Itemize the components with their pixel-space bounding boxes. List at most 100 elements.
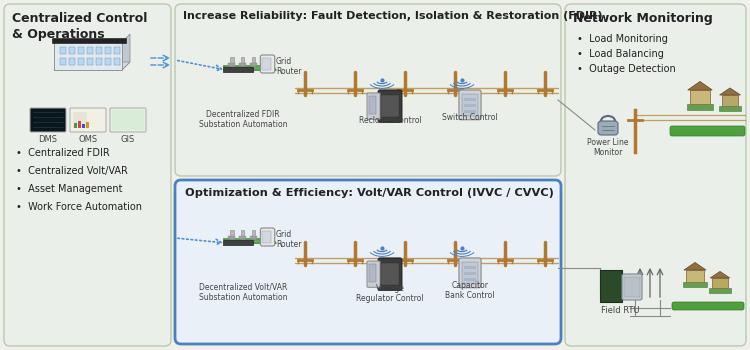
FancyBboxPatch shape bbox=[70, 108, 106, 132]
Bar bbox=[251, 230, 255, 239]
FancyBboxPatch shape bbox=[30, 108, 66, 132]
FancyBboxPatch shape bbox=[598, 121, 618, 135]
FancyBboxPatch shape bbox=[4, 4, 171, 346]
Bar bbox=[250, 63, 257, 66]
Bar bbox=[239, 236, 246, 239]
FancyBboxPatch shape bbox=[565, 4, 746, 346]
Bar bbox=[464, 278, 476, 281]
Bar bbox=[69, 47, 75, 54]
Bar bbox=[230, 230, 233, 239]
Text: •  Load Balancing: • Load Balancing bbox=[577, 49, 664, 59]
Text: •  Centralized FDIR: • Centralized FDIR bbox=[16, 148, 109, 158]
Bar bbox=[230, 57, 233, 66]
FancyBboxPatch shape bbox=[367, 261, 380, 287]
Bar bbox=[262, 231, 271, 243]
Text: Increase Reliability: Fault Detection, Isolation & Restoration (FDIR): Increase Reliability: Fault Detection, I… bbox=[183, 11, 603, 21]
FancyBboxPatch shape bbox=[260, 55, 274, 73]
Text: OMS: OMS bbox=[79, 135, 98, 144]
Text: •  Load Monitoring: • Load Monitoring bbox=[577, 34, 668, 44]
Text: Grid
Router: Grid Router bbox=[276, 230, 302, 250]
Text: Grid
Router: Grid Router bbox=[276, 57, 302, 76]
Bar bbox=[73, 112, 87, 128]
Text: Optimization & Efficiency: Volt/VAR Control (IVVC / CVVC): Optimization & Efficiency: Volt/VAR Cont… bbox=[185, 188, 554, 198]
Bar bbox=[722, 95, 739, 106]
Bar bbox=[690, 90, 710, 104]
Polygon shape bbox=[122, 34, 130, 70]
Bar bbox=[718, 106, 742, 111]
Bar bbox=[54, 42, 122, 70]
Text: Recloser Control: Recloser Control bbox=[358, 116, 422, 125]
Bar bbox=[87, 47, 93, 54]
Polygon shape bbox=[54, 62, 130, 70]
Bar bbox=[78, 121, 81, 128]
Bar bbox=[462, 262, 478, 284]
Polygon shape bbox=[224, 66, 276, 70]
Bar bbox=[686, 270, 704, 282]
Polygon shape bbox=[710, 272, 730, 278]
Text: Decentralized Volt/VAR
Substation Automation: Decentralized Volt/VAR Substation Automa… bbox=[199, 283, 287, 302]
Bar bbox=[78, 58, 84, 65]
FancyBboxPatch shape bbox=[378, 258, 402, 290]
Bar bbox=[251, 57, 255, 66]
Bar bbox=[683, 282, 707, 287]
Bar bbox=[464, 110, 476, 113]
Bar bbox=[82, 124, 85, 128]
Bar bbox=[228, 236, 236, 239]
FancyBboxPatch shape bbox=[110, 108, 146, 132]
Bar bbox=[78, 47, 84, 54]
Bar bbox=[60, 58, 66, 65]
FancyBboxPatch shape bbox=[459, 90, 481, 120]
Text: Network Monitoring: Network Monitoring bbox=[573, 12, 712, 25]
Bar bbox=[69, 58, 75, 65]
FancyBboxPatch shape bbox=[670, 126, 745, 136]
Bar bbox=[105, 47, 111, 54]
Polygon shape bbox=[688, 82, 712, 90]
Bar bbox=[712, 278, 728, 288]
Polygon shape bbox=[684, 262, 706, 270]
Text: GIS: GIS bbox=[121, 135, 135, 144]
Bar bbox=[464, 272, 476, 275]
Bar bbox=[87, 58, 93, 65]
Bar bbox=[96, 58, 102, 65]
Text: •  Outage Detection: • Outage Detection bbox=[577, 64, 676, 74]
Bar bbox=[74, 123, 77, 128]
Bar bbox=[464, 98, 476, 101]
Text: Voltage
Regulator Control: Voltage Regulator Control bbox=[356, 284, 424, 303]
Bar bbox=[464, 266, 476, 269]
Bar bbox=[105, 58, 111, 65]
Polygon shape bbox=[719, 88, 740, 95]
Text: Power Line
Monitor: Power Line Monitor bbox=[587, 138, 628, 158]
Bar bbox=[239, 63, 246, 66]
Polygon shape bbox=[224, 239, 276, 243]
Bar bbox=[369, 96, 376, 114]
FancyBboxPatch shape bbox=[672, 302, 744, 310]
Bar bbox=[462, 94, 478, 116]
Bar bbox=[624, 277, 640, 297]
Text: Switch Control: Switch Control bbox=[442, 113, 498, 122]
Text: Centralized Control
& Operations: Centralized Control & Operations bbox=[12, 12, 147, 41]
FancyBboxPatch shape bbox=[175, 4, 561, 176]
Text: DMS: DMS bbox=[38, 135, 58, 144]
Bar bbox=[114, 58, 120, 65]
Bar bbox=[687, 104, 713, 110]
Bar bbox=[86, 122, 89, 128]
Text: Decentralized FDIR
Substation Automation: Decentralized FDIR Substation Automation bbox=[199, 110, 287, 130]
Bar bbox=[52, 38, 126, 43]
Text: Field RTU: Field RTU bbox=[601, 306, 639, 315]
Bar bbox=[60, 47, 66, 54]
Bar bbox=[262, 58, 271, 70]
Bar bbox=[369, 264, 376, 282]
Text: Capacitor
Bank Control: Capacitor Bank Control bbox=[446, 281, 495, 300]
Text: •  Centralized Volt/VAR: • Centralized Volt/VAR bbox=[16, 166, 128, 176]
FancyBboxPatch shape bbox=[378, 90, 402, 122]
Text: •  Work Force Automation: • Work Force Automation bbox=[16, 202, 142, 212]
Bar bbox=[381, 263, 399, 285]
Bar bbox=[250, 236, 257, 239]
Bar bbox=[241, 230, 244, 239]
Bar bbox=[224, 67, 253, 72]
Bar bbox=[228, 63, 236, 66]
FancyBboxPatch shape bbox=[622, 274, 642, 300]
Bar bbox=[381, 95, 399, 117]
Bar bbox=[464, 104, 476, 107]
FancyBboxPatch shape bbox=[260, 228, 274, 246]
